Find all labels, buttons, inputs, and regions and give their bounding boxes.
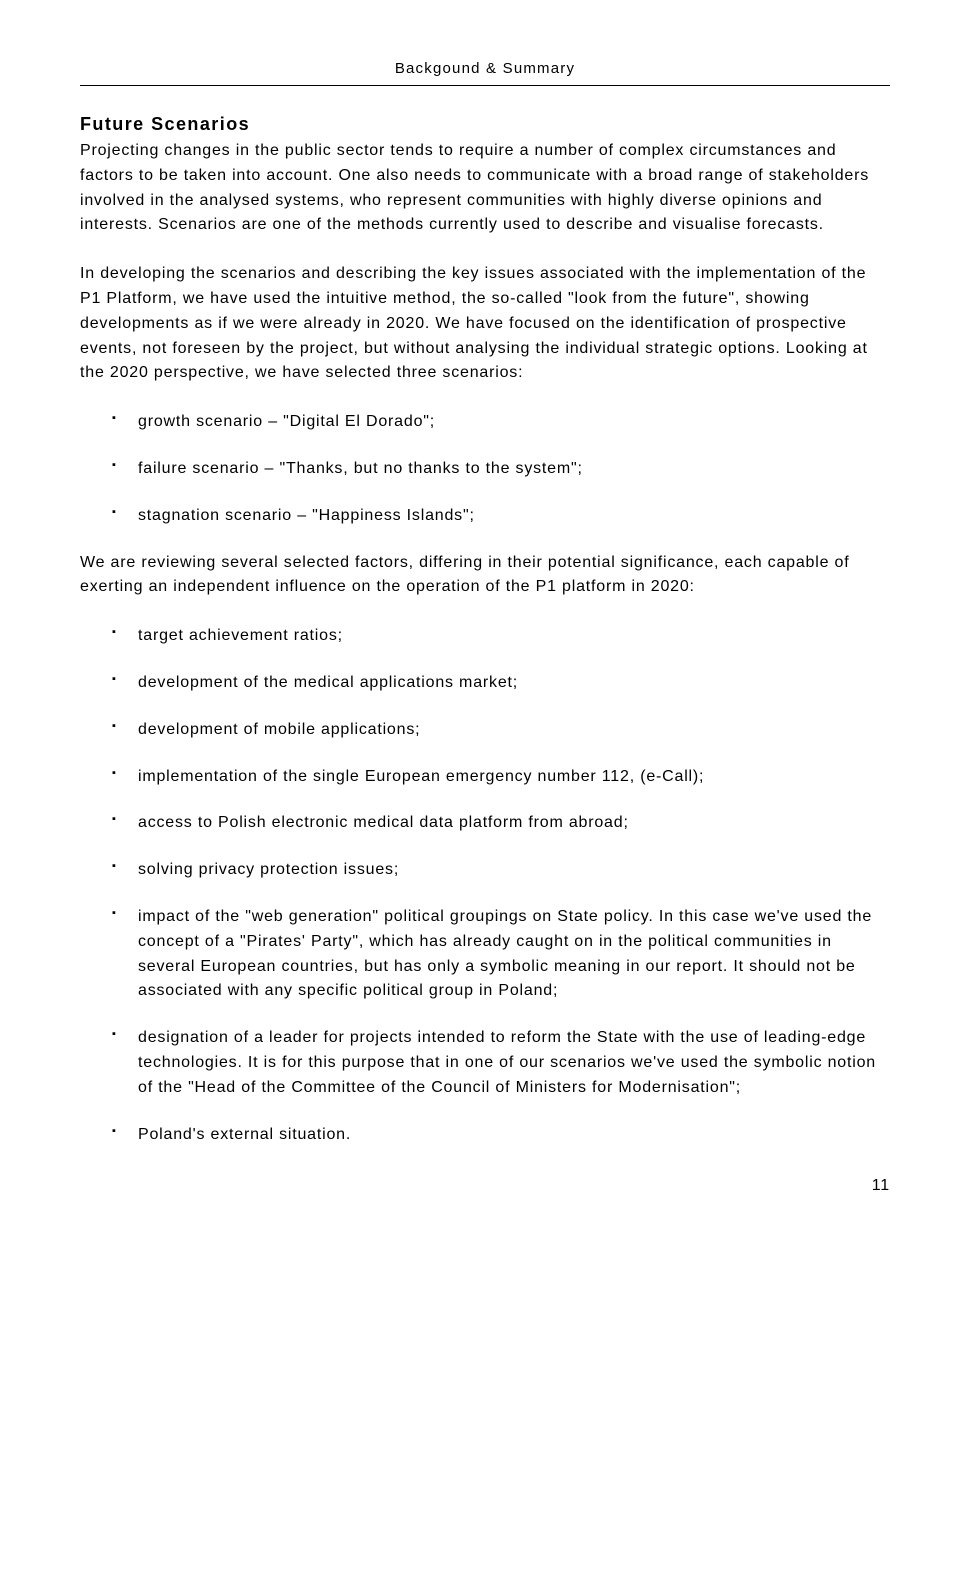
list-item: growth scenario – "Digital El Dorado"; (80, 410, 890, 435)
list-item: designation of a leader for projects int… (80, 1026, 890, 1100)
list-item: solving privacy protection issues; (80, 858, 890, 883)
page-header: Backgound & Summary (80, 60, 890, 77)
paragraph-1: Projecting changes in the public sector … (80, 139, 890, 238)
page-number: 11 (80, 1177, 890, 1195)
list-item: Poland's external situation. (80, 1123, 890, 1148)
factors-list: target achievement ratios; development of… (80, 624, 890, 1147)
header-divider (80, 85, 890, 86)
list-item: development of mobile applications; (80, 718, 890, 743)
scenario-list: growth scenario – "Digital El Dorado"; fa… (80, 410, 890, 528)
paragraph-2: In developing the scenarios and describi… (80, 262, 890, 386)
list-item: implementation of the single European em… (80, 765, 890, 790)
list-item: target achievement ratios; (80, 624, 890, 649)
paragraph-3: We are reviewing several selected factor… (80, 551, 890, 601)
list-item: impact of the "web generation" political… (80, 905, 890, 1004)
list-item: development of the medical applications … (80, 671, 890, 696)
list-item: failure scenario – "Thanks, but no thank… (80, 457, 890, 482)
section-title: Future Scenarios (80, 114, 890, 135)
list-item: stagnation scenario – "Happiness Islands… (80, 504, 890, 529)
list-item: access to Polish electronic medical data… (80, 811, 890, 836)
